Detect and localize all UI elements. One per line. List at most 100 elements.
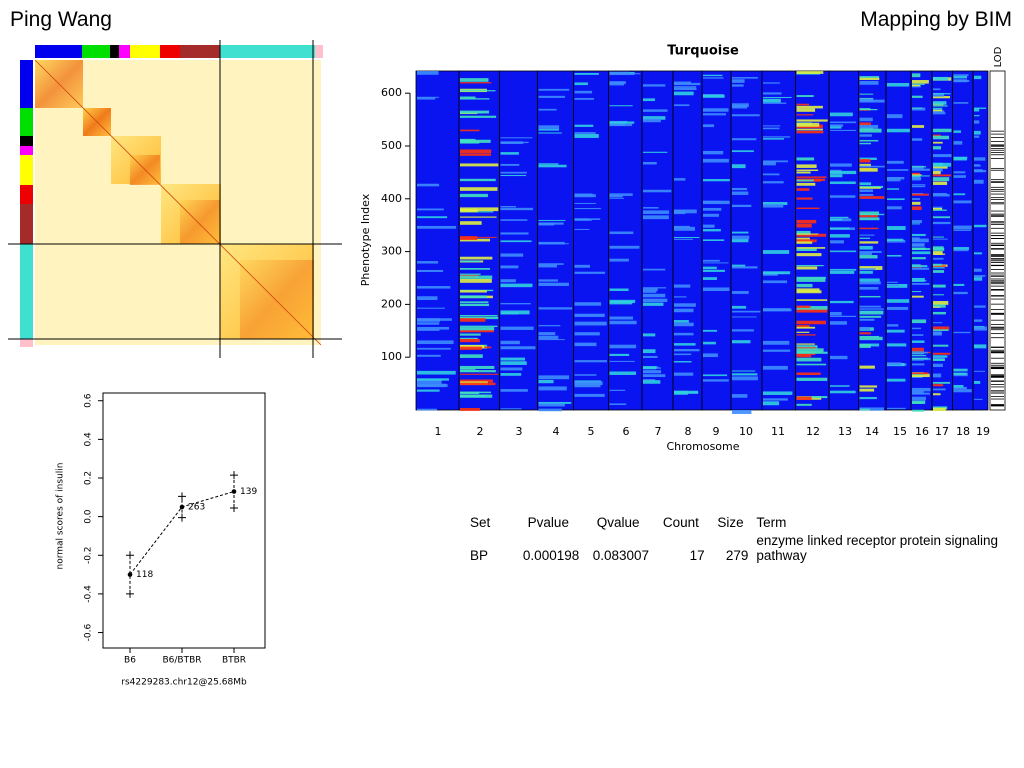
heat-stripe <box>732 238 749 243</box>
heat-stripe <box>859 159 871 163</box>
x-tick-label: 7 <box>655 425 662 438</box>
heat-stripe <box>933 407 946 412</box>
heat-stripe <box>538 279 559 282</box>
table-cell: 0.000198 <box>522 548 580 563</box>
heat-stripe <box>500 389 528 392</box>
heat-stripe <box>574 124 594 127</box>
heat-stripe <box>609 389 626 391</box>
heat-stripe <box>643 366 657 370</box>
heat-stripe <box>912 175 930 177</box>
heat-stripe <box>609 371 637 375</box>
heat-stripe <box>763 160 788 163</box>
heat-stripe <box>417 71 439 75</box>
heat-stripe <box>538 325 561 327</box>
heat-stripe <box>538 125 560 129</box>
heat-stripe <box>763 308 792 312</box>
chromosome-panel <box>608 70 643 411</box>
heat-stripe <box>912 168 930 171</box>
heat-stripe <box>859 157 877 161</box>
heat-stripe <box>500 152 519 155</box>
heat-stripe <box>703 374 728 377</box>
heat-stripe <box>460 149 492 154</box>
heat-stripe <box>859 336 883 341</box>
heat-stripe <box>643 189 672 193</box>
heat-stripe <box>460 236 478 240</box>
heat-stripe <box>830 170 857 175</box>
heat-stripe <box>796 197 813 200</box>
heat-stripe <box>830 390 856 394</box>
heat-stripe <box>859 98 874 102</box>
heat-stripe <box>703 150 724 155</box>
heat-stripe <box>796 164 817 168</box>
heat-stripe <box>796 169 819 172</box>
heat-stripe <box>417 380 442 384</box>
y-tick-label: -0.4 <box>84 585 94 603</box>
heat-stripe <box>933 304 946 308</box>
heat-stripe <box>674 86 697 88</box>
heat-stripe <box>859 286 879 290</box>
heat-stripe <box>460 316 499 320</box>
heat-stripe <box>974 108 980 112</box>
heat-stripe <box>912 201 921 205</box>
heat-stripe <box>703 341 716 345</box>
heat-stripe <box>796 331 810 333</box>
heat-stripe <box>887 299 910 303</box>
heat-stripe <box>912 363 925 366</box>
heat-stripe <box>674 226 696 231</box>
heat-stripe <box>732 204 752 208</box>
x-tick-label: 9 <box>713 425 720 438</box>
heat-stripe <box>887 254 902 257</box>
heat-stripe <box>859 237 871 239</box>
heat-stripe <box>460 273 481 275</box>
heat-stripe <box>703 259 720 262</box>
heat-stripe <box>912 319 927 324</box>
heat-stripe <box>859 139 879 142</box>
heat-stripe <box>933 221 951 225</box>
heat-stripe <box>609 193 633 196</box>
heat-stripe <box>643 84 666 87</box>
heat-stripe <box>859 388 875 392</box>
heat-stripe <box>460 295 487 299</box>
heat-stripe <box>460 325 498 328</box>
heat-stripe <box>609 403 627 406</box>
heat-stripe <box>417 347 451 350</box>
heat-stripe <box>887 362 902 366</box>
heat-stripe <box>933 265 946 267</box>
heat-stripe <box>859 187 881 189</box>
heat-stripe <box>796 334 816 336</box>
heat-stripe <box>859 81 879 85</box>
heat-stripe <box>953 372 967 375</box>
heat-stripe <box>703 108 729 112</box>
heat-stripe <box>859 122 872 126</box>
heat-stripe <box>859 255 878 259</box>
heat-stripe <box>703 179 730 182</box>
enrichment-table: Set Pvalue Qvalue Count Size Term BP 0.000198 0.… <box>466 515 1024 563</box>
heat-stripe <box>859 407 884 411</box>
heat-stripe <box>933 358 945 361</box>
y-tick-label: 0.6 <box>84 393 94 408</box>
heat-stripe <box>912 409 925 412</box>
heat-stripe <box>912 247 926 251</box>
heat-stripe <box>974 268 982 272</box>
heat-stripe <box>538 222 555 226</box>
heat-stripe <box>859 408 870 411</box>
y-tick-label: 300 <box>381 245 402 258</box>
heat-stripe <box>460 303 490 307</box>
heat-stripe <box>933 193 948 196</box>
point <box>179 504 185 510</box>
heat-stripe <box>538 379 554 384</box>
heat-stripe <box>912 172 921 176</box>
heat-stripe <box>859 142 872 145</box>
heat-stripe <box>460 337 478 340</box>
heat-stripe <box>859 310 884 315</box>
chart-title: Turquoise <box>667 44 739 59</box>
heat-stripe <box>763 201 788 206</box>
heat-stripe <box>953 156 967 161</box>
heat-stripe <box>674 361 692 363</box>
heat-stripe <box>500 302 531 305</box>
heat-stripe <box>500 373 522 376</box>
heat-stripe <box>643 210 670 214</box>
column-header: Term <box>756 515 787 530</box>
x-tick-label: BTBR <box>222 656 246 666</box>
heat-stripe <box>703 124 715 128</box>
